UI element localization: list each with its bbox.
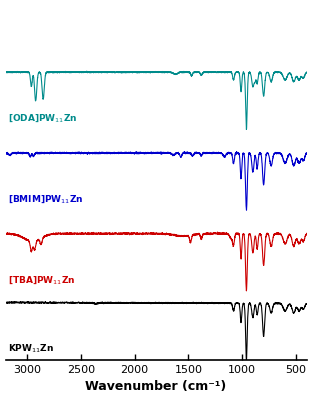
X-axis label: Wavenumber (cm⁻¹): Wavenumber (cm⁻¹) <box>85 380 227 393</box>
Text: [TBA]PW$_{11}$Zn: [TBA]PW$_{11}$Zn <box>8 274 75 286</box>
Text: KPW$_{11}$Zn: KPW$_{11}$Zn <box>8 343 54 355</box>
Text: [ODA]PW$_{11}$Zn: [ODA]PW$_{11}$Zn <box>8 112 77 124</box>
Text: [BMIM]PW$_{11}$Zn: [BMIM]PW$_{11}$Zn <box>8 193 83 205</box>
